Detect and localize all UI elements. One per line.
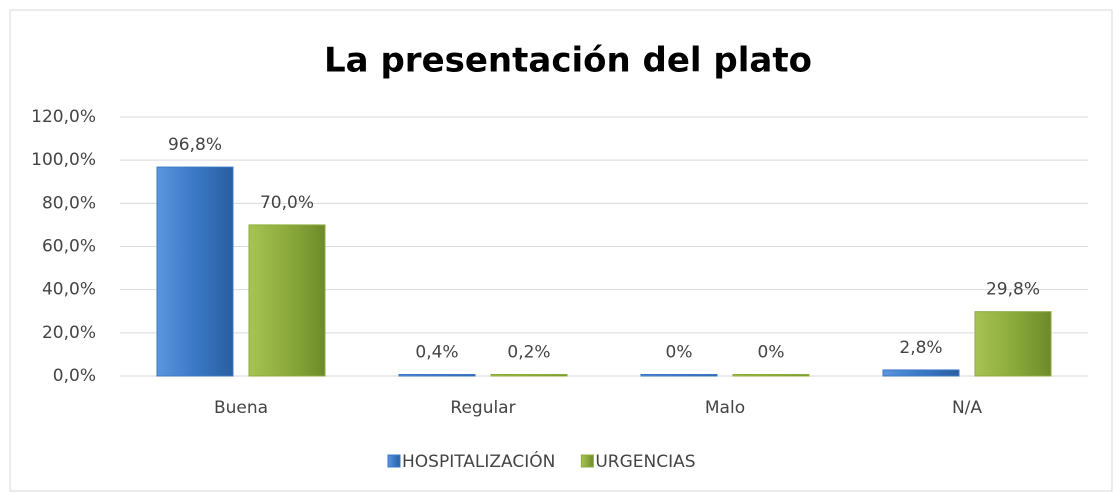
value-label: 0%: [666, 343, 693, 363]
bar: [882, 369, 960, 377]
y-tick-label: 0,0%: [53, 366, 96, 386]
bar: [490, 374, 568, 377]
value-label: 96,8%: [168, 135, 222, 155]
legend-label: HOSPITALIZACIÓN: [402, 450, 555, 472]
x-tick-label: Malo: [705, 398, 745, 418]
x-tick-label: Buena: [214, 398, 268, 418]
legend-swatch: [580, 454, 594, 468]
y-tick-label: 40,0%: [42, 280, 96, 300]
value-label: 70,0%: [260, 193, 314, 213]
value-label: 2,8%: [899, 338, 942, 358]
bar: [398, 374, 476, 377]
x-tick-label: N/A: [952, 398, 982, 418]
bar: [732, 374, 810, 377]
bar: [156, 166, 234, 377]
value-label: 0,4%: [415, 343, 458, 363]
chart-title: La presentación del plato: [324, 41, 812, 81]
y-tick-label: 20,0%: [42, 323, 96, 343]
value-label: 0%: [758, 343, 785, 363]
value-label: 29,8%: [986, 280, 1040, 300]
bar: [248, 224, 326, 377]
bar: [640, 374, 718, 377]
y-tick-label: 120,0%: [31, 107, 96, 127]
legend-label: URGENCIAS: [595, 452, 695, 472]
x-tick-label: Regular: [450, 398, 515, 418]
legend-swatch: [387, 454, 401, 468]
y-tick-label: 100,0%: [31, 150, 96, 170]
y-tick-label: 80,0%: [42, 193, 96, 213]
y-tick-label: 60,0%: [42, 237, 96, 257]
bar: [974, 311, 1052, 377]
value-label: 0,2%: [507, 343, 550, 363]
